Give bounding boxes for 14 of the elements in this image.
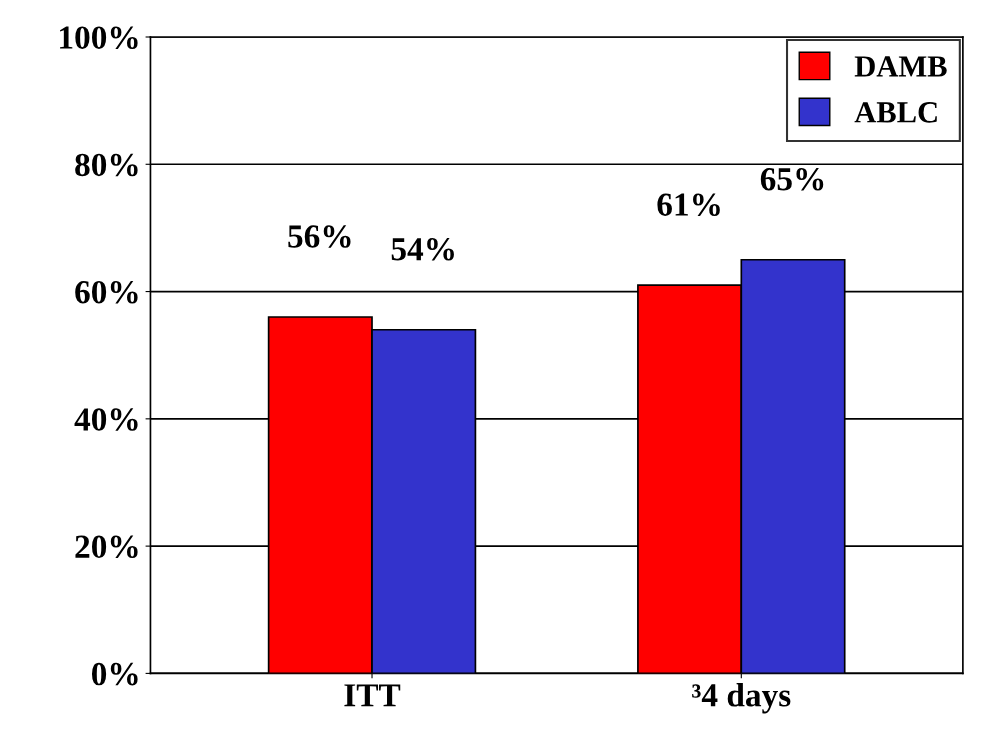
y-tick-label: 20%: [75, 535, 138, 559]
y-tick-label: 0%: [92, 662, 138, 686]
x-tick-label: ³4 days: [692, 683, 791, 714]
legend-label: ABLC: [854, 102, 937, 123]
data-label: 61%: [657, 193, 720, 217]
legend-label: DAMB: [854, 56, 947, 77]
y-tick-label: 40%: [74, 408, 138, 431]
data-label: 56%: [288, 225, 351, 248]
x-tick-label: ITT: [344, 684, 401, 707]
y-tick-label: 60%: [75, 280, 138, 304]
y-tick-label: 100%: [60, 26, 138, 49]
y-tick-label: 80%: [75, 153, 138, 177]
data-label: 65%: [760, 167, 824, 191]
data-label: 54%: [391, 237, 454, 261]
